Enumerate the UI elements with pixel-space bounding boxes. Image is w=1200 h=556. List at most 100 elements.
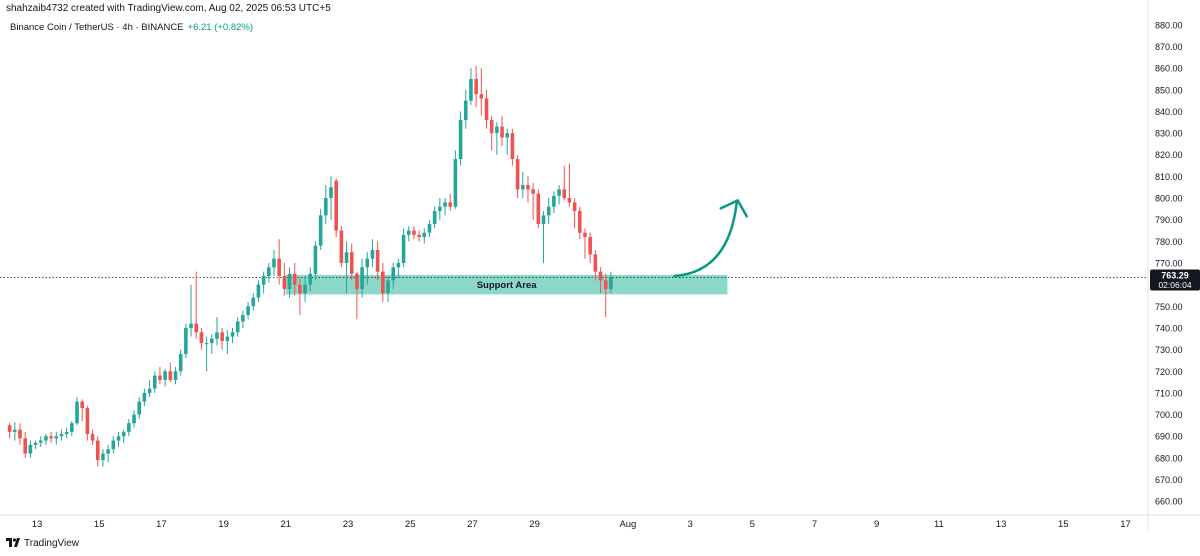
- candle-bullish[interactable]: [173, 371, 178, 380]
- candle-bearish[interactable]: [277, 258, 281, 276]
- candle-bearish[interactable]: [412, 230, 416, 235]
- candle-bullish[interactable]: [432, 211, 437, 225]
- candle-bullish[interactable]: [386, 280, 390, 294]
- tradingview-brand[interactable]: TradingView: [6, 538, 79, 549]
- candle-bullish[interactable]: [147, 388, 152, 393]
- candle-bullish[interactable]: [303, 284, 307, 294]
- candle-bullish[interactable]: [75, 401, 79, 424]
- candle-bearish[interactable]: [334, 180, 338, 231]
- candle-bullish[interactable]: [184, 327, 188, 354]
- projection-arrow[interactable]: [673, 201, 738, 278]
- candle-bearish[interactable]: [515, 159, 520, 190]
- candle-bullish[interactable]: [318, 215, 323, 246]
- candle-bearish[interactable]: [199, 332, 204, 344]
- candle-bearish[interactable]: [562, 189, 567, 199]
- candle-bearish[interactable]: [49, 436, 53, 439]
- candle-bearish[interactable]: [375, 250, 380, 272]
- candle-bullish[interactable]: [215, 332, 219, 339]
- candle-bearish[interactable]: [80, 401, 84, 409]
- candle-bullish[interactable]: [505, 133, 510, 138]
- candle-bullish[interactable]: [469, 78, 473, 101]
- candle-bearish[interactable]: [220, 332, 224, 341]
- candle-bullish[interactable]: [101, 453, 105, 461]
- candle-bullish[interactable]: [142, 392, 147, 402]
- candle-bearish[interactable]: [588, 237, 592, 255]
- candle-bullish[interactable]: [13, 429, 17, 432]
- candle-bearish[interactable]: [567, 198, 572, 203]
- candle-bullish[interactable]: [189, 323, 193, 328]
- support-zone[interactable]: [285, 274, 728, 295]
- candle-bearish[interactable]: [168, 371, 173, 380]
- candle-bearish[interactable]: [583, 232, 587, 238]
- candle-bullish[interactable]: [111, 440, 116, 450]
- candle-bullish[interactable]: [64, 431, 69, 435]
- candle-bullish[interactable]: [308, 273, 313, 285]
- candle-bullish[interactable]: [344, 252, 349, 263]
- symbol-legend[interactable]: Binance Coin / TetherUS · 4h · BINANCE +6…: [10, 22, 253, 33]
- candle-bullish[interactable]: [438, 206, 442, 212]
- candle-bullish[interactable]: [541, 215, 546, 225]
- candle-bearish[interactable]: [593, 254, 598, 272]
- candle-bearish[interactable]: [23, 438, 27, 454]
- candle-bullish[interactable]: [520, 185, 525, 190]
- candle-bearish[interactable]: [500, 126, 504, 138]
- candle-bullish[interactable]: [209, 338, 214, 344]
- candle-bearish[interactable]: [598, 271, 603, 281]
- candle-bearish[interactable]: [448, 202, 453, 207]
- candle-bullish[interactable]: [396, 263, 401, 268]
- candle-bullish[interactable]: [546, 206, 551, 216]
- candle-bullish[interactable]: [427, 224, 432, 233]
- candle-bullish[interactable]: [443, 202, 447, 207]
- candle-bullish[interactable]: [287, 273, 292, 289]
- candle-bullish[interactable]: [70, 423, 74, 432]
- candle-bullish[interactable]: [609, 277, 613, 289]
- candle-bullish[interactable]: [230, 332, 235, 337]
- candle-bullish[interactable]: [235, 321, 240, 333]
- candle-bullish[interactable]: [463, 100, 468, 121]
- candle-bullish[interactable]: [272, 258, 276, 268]
- candle-bearish[interactable]: [479, 94, 484, 99]
- candle-bearish[interactable]: [572, 202, 577, 212]
- candle-bullish[interactable]: [44, 436, 48, 441]
- candle-bearish[interactable]: [484, 98, 489, 121]
- candle-bullish[interactable]: [360, 267, 364, 289]
- candle-bullish[interactable]: [54, 436, 59, 439]
- candle-bullish[interactable]: [241, 314, 245, 322]
- candle-bearish[interactable]: [18, 429, 22, 439]
- candle-bearish[interactable]: [194, 323, 199, 333]
- candle-bullish[interactable]: [313, 245, 318, 274]
- candle-bullish[interactable]: [163, 371, 167, 380]
- candle-bullish[interactable]: [137, 401, 142, 415]
- candle-bullish[interactable]: [552, 195, 556, 207]
- candle-bullish[interactable]: [256, 284, 261, 298]
- candle-bullish[interactable]: [365, 258, 370, 268]
- candle-bearish[interactable]: [536, 193, 541, 225]
- candle-bearish[interactable]: [355, 273, 359, 289]
- candle-bearish[interactable]: [603, 280, 608, 289]
- candle-bullish[interactable]: [38, 440, 43, 443]
- candle-bearish[interactable]: [531, 189, 535, 194]
- candle-bearish[interactable]: [381, 271, 385, 294]
- candle-bullish[interactable]: [33, 442, 38, 445]
- candle-bearish[interactable]: [474, 78, 478, 95]
- candle-bullish[interactable]: [246, 306, 250, 315]
- candle-bullish[interactable]: [557, 189, 561, 196]
- candle-bullish[interactable]: [28, 444, 33, 454]
- candle-bearish[interactable]: [339, 230, 344, 263]
- candle-bullish[interactable]: [406, 230, 411, 235]
- candle-bullish[interactable]: [391, 267, 395, 281]
- candle-bullish[interactable]: [59, 434, 64, 437]
- candle-bullish[interactable]: [127, 423, 131, 432]
- candle-bearish[interactable]: [158, 375, 162, 380]
- candle-bullish[interactable]: [422, 232, 427, 238]
- candle-bullish[interactable]: [495, 126, 499, 134]
- candle-bearish[interactable]: [349, 252, 354, 274]
- candle-bearish[interactable]: [510, 133, 515, 160]
- candle-bearish[interactable]: [526, 185, 530, 190]
- candle-bullish[interactable]: [225, 336, 230, 341]
- candle-bearish[interactable]: [90, 434, 95, 441]
- candle-bearish[interactable]: [95, 440, 100, 461]
- candle-bullish[interactable]: [266, 267, 271, 276]
- candle-bullish[interactable]: [116, 436, 121, 441]
